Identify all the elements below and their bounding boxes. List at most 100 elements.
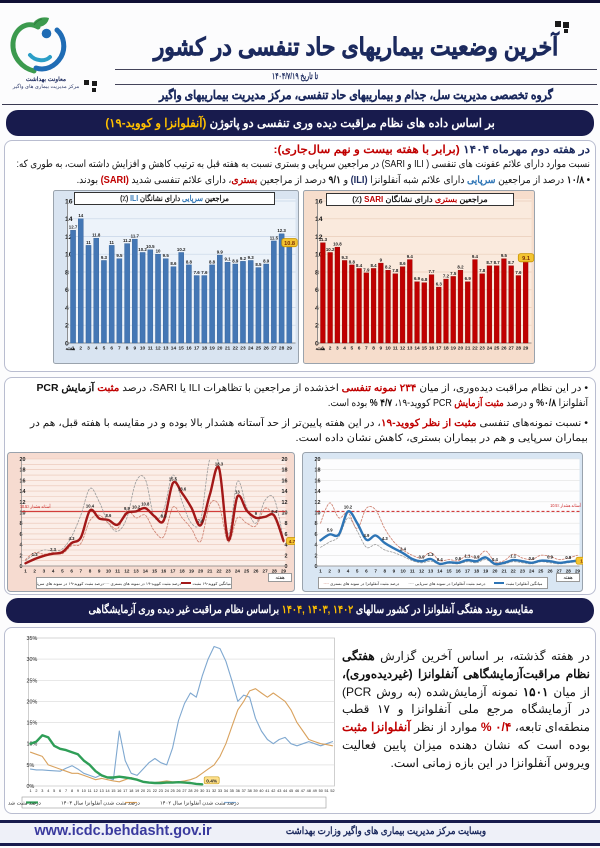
svg-text:13: 13 xyxy=(134,568,140,573)
svg-text:28: 28 xyxy=(566,568,572,573)
svg-text:1.1: 1.1 xyxy=(464,553,470,558)
svg-text:23: 23 xyxy=(520,568,526,573)
svg-text:10.2: 10.2 xyxy=(132,505,141,510)
svg-text:6: 6 xyxy=(358,346,361,352)
svg-text:10.2: 10.2 xyxy=(344,505,353,510)
svg-text:11.3: 11.3 xyxy=(319,237,328,242)
svg-text:16: 16 xyxy=(429,346,435,352)
svg-text:8: 8 xyxy=(89,568,92,573)
svg-text:2: 2 xyxy=(79,346,82,352)
svg-text:6.3: 6.3 xyxy=(436,281,443,286)
svg-text:13: 13 xyxy=(99,789,103,793)
svg-text:9: 9 xyxy=(393,568,396,573)
svg-text:8: 8 xyxy=(315,269,319,276)
svg-text:18.3: 18.3 xyxy=(215,461,224,466)
svg-text:2: 2 xyxy=(329,346,332,352)
svg-text:11.7: 11.7 xyxy=(131,234,140,239)
svg-text:19: 19 xyxy=(209,346,215,352)
svg-text:0: 0 xyxy=(65,340,69,347)
svg-text:5.9: 5.9 xyxy=(327,528,333,533)
svg-text:27: 27 xyxy=(557,568,563,573)
svg-text:0.6: 0.6 xyxy=(529,556,535,561)
svg-text:8.7: 8.7 xyxy=(494,260,501,265)
svg-text:12: 12 xyxy=(124,568,130,573)
svg-text:10.2: 10.2 xyxy=(177,247,186,252)
svg-text:6: 6 xyxy=(285,532,288,538)
svg-text:16: 16 xyxy=(65,198,73,205)
svg-text:11: 11 xyxy=(115,568,120,573)
svg-text:10: 10 xyxy=(282,511,288,517)
svg-text:44: 44 xyxy=(283,789,287,793)
svg-text:2: 2 xyxy=(315,323,319,330)
svg-text:20: 20 xyxy=(492,568,498,573)
svg-text:9.9: 9.9 xyxy=(217,250,224,255)
svg-text:10.8: 10.8 xyxy=(141,501,150,506)
svg-text:22: 22 xyxy=(216,568,222,573)
svg-text:8: 8 xyxy=(126,346,129,352)
svg-text:8.2: 8.2 xyxy=(385,265,392,270)
svg-text:8.6: 8.6 xyxy=(399,261,406,266)
svg-text:1: 1 xyxy=(322,346,325,352)
svg-text:10.4: 10.4 xyxy=(86,504,95,509)
svg-text:4: 4 xyxy=(47,789,49,793)
svg-text:17: 17 xyxy=(194,346,200,352)
svg-text:29: 29 xyxy=(575,568,581,573)
svg-text:8: 8 xyxy=(372,346,375,352)
svg-text:39: 39 xyxy=(253,789,257,793)
svg-text:15: 15 xyxy=(179,346,185,352)
svg-text:28: 28 xyxy=(516,346,522,352)
svg-text:10: 10 xyxy=(65,252,73,259)
svg-text:7: 7 xyxy=(80,568,83,573)
svg-text:0%: 0% xyxy=(27,784,35,790)
svg-text:هفته: هفته xyxy=(66,346,76,352)
svg-text:8.7: 8.7 xyxy=(508,260,515,265)
svg-text:4: 4 xyxy=(315,543,318,549)
svg-text:10.2: 10.2 xyxy=(138,247,147,252)
svg-text:9.5: 9.5 xyxy=(116,253,123,258)
svg-text:13: 13 xyxy=(235,490,240,495)
svg-text:0.9: 0.9 xyxy=(547,554,553,559)
svg-text:27: 27 xyxy=(271,346,277,352)
svg-text:23: 23 xyxy=(240,346,246,352)
svg-text:7: 7 xyxy=(65,789,67,793)
svg-text:15: 15 xyxy=(446,568,452,573)
svg-text:22: 22 xyxy=(511,568,517,573)
svg-text:38: 38 xyxy=(247,789,251,793)
svg-text:3: 3 xyxy=(43,568,46,573)
svg-text:36: 36 xyxy=(236,789,240,793)
svg-text:37: 37 xyxy=(242,789,246,793)
svg-text:4: 4 xyxy=(65,305,69,312)
svg-text:12: 12 xyxy=(20,500,26,506)
svg-text:1.3: 1.3 xyxy=(428,552,434,557)
svg-text:25: 25 xyxy=(170,789,174,793)
svg-text:1: 1 xyxy=(24,568,27,573)
svg-text:16: 16 xyxy=(161,568,167,573)
svg-text:10: 10 xyxy=(140,346,146,352)
svg-text:2: 2 xyxy=(35,789,37,793)
svg-text:9: 9 xyxy=(255,511,258,516)
svg-text:1: 1 xyxy=(72,346,75,352)
svg-text:6.9: 6.9 xyxy=(414,276,421,281)
svg-text:3: 3 xyxy=(87,346,90,352)
svg-text:8.5: 8.5 xyxy=(255,262,262,267)
svg-text:6: 6 xyxy=(315,287,319,294)
svg-text:9: 9 xyxy=(98,568,101,573)
svg-text:18: 18 xyxy=(315,468,321,474)
svg-text:16: 16 xyxy=(20,478,26,484)
svg-text:20: 20 xyxy=(20,457,26,463)
svg-text:51: 51 xyxy=(324,789,328,793)
svg-text:25: 25 xyxy=(538,568,544,573)
svg-text:22: 22 xyxy=(233,346,239,352)
svg-text:7: 7 xyxy=(365,346,368,352)
svg-text:8: 8 xyxy=(315,521,318,527)
svg-text:5%: 5% xyxy=(27,763,35,769)
svg-text:17: 17 xyxy=(436,346,442,352)
svg-text:18: 18 xyxy=(180,568,186,573)
svg-text:17: 17 xyxy=(170,568,176,573)
svg-text:7.5: 7.5 xyxy=(450,271,457,276)
svg-text:8.6: 8.6 xyxy=(105,513,111,518)
svg-text:15: 15 xyxy=(152,568,158,573)
svg-text:30%: 30% xyxy=(27,657,38,663)
svg-text:15.5: 15.5 xyxy=(169,476,178,481)
svg-text:13: 13 xyxy=(163,346,169,352)
